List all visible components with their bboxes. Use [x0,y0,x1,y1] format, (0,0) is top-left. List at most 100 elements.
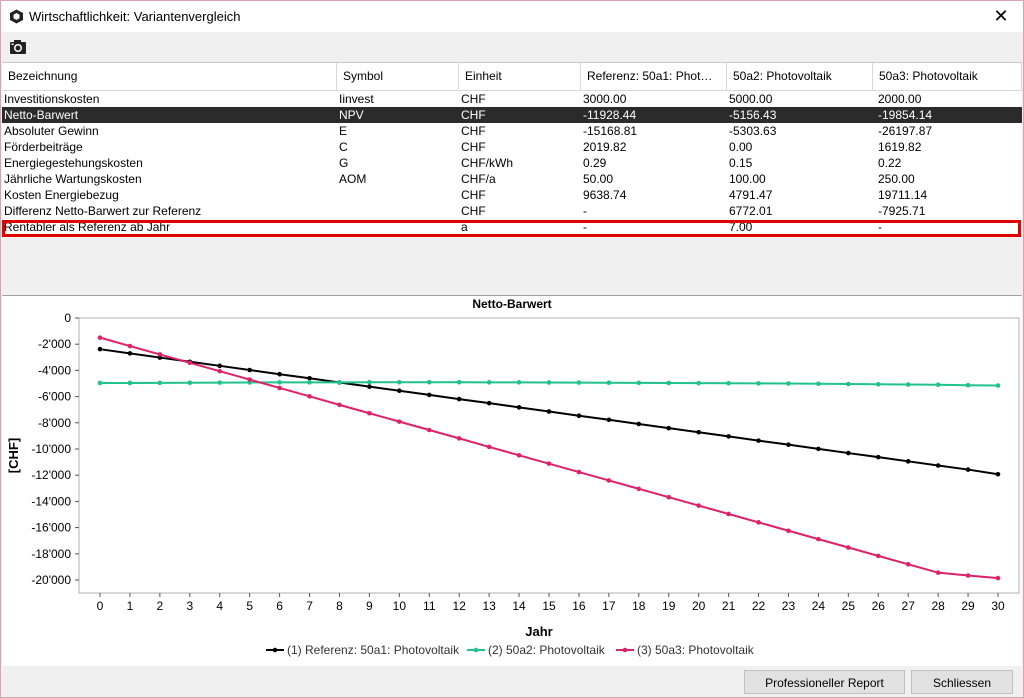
data-point [157,380,163,386]
table-row[interactable]: Differenz Netto-Barwert zur Referenz CHF -… [2,203,1022,219]
x-tick-label: 10 [393,599,407,613]
data-point [397,379,402,385]
column-header-v3[interactable]: 50a3: Photovoltaik [873,63,1022,90]
data-point [486,400,492,406]
x-tick-label: 29 [961,599,975,613]
table-row[interactable]: Energiegestehungskosten G CHF/kWh 0.29 0.15 0… [2,155,1022,171]
cell-v3: 19711.14 [878,188,928,202]
table-row[interactable]: Rentabler als Referenz ab Jahr a - 7.00 - [2,219,1022,235]
table-row[interactable]: Netto-Barwert NPV CHF -11928.44 -5156.43 -198… [2,107,1022,123]
data-point [516,405,522,410]
x-tick-label: 11 [423,599,436,613]
cell-v2: -5156.43 [729,108,777,122]
data-point [786,442,791,447]
cell-symbol: Iinvest [339,92,374,106]
professional-report-button[interactable]: Professioneller Report [744,670,905,694]
cell-name: Jährliche Wartungskosten [4,172,142,186]
data-point [816,446,821,452]
table-row[interactable]: Kosten Energiebezug CHF 9638.74 4791.47 1971… [2,187,1022,203]
legend-label: (2) 50a2: Photovoltaik [488,643,606,657]
column-header-unit[interactable]: Einheit [459,63,581,90]
x-tick-label: 3 [186,599,193,613]
data-point [337,380,342,385]
cell-v3: 2000.00 [878,92,922,106]
close-button[interactable]: Schliessen [911,670,1013,694]
data-point [935,382,941,388]
data-point [217,363,223,369]
y-tick-label: 0 [64,311,71,325]
data-point [606,380,612,386]
x-tick-label: 20 [692,599,706,613]
data-point [456,379,462,385]
x-tick-label: 24 [812,599,826,613]
cell-name: Kosten Energiebezug [4,188,119,202]
x-tick-label: 25 [842,599,856,613]
cell-unit: CHF/a [461,172,496,186]
data-point [666,425,672,431]
column-header-ref[interactable]: Referenz: 50a1: Phot… [581,63,727,90]
legend-marker [473,647,479,653]
close-icon[interactable]: ✕ [993,6,1009,26]
comparison-table: Bezeichnung Symbol Einheit Referenz: 50a1: … [2,62,1022,296]
cell-v2: 0.15 [729,156,753,170]
data-point [666,494,672,500]
data-point [337,402,342,408]
x-axis-label: Jahr [525,624,552,639]
cell-symbol: G [339,156,349,170]
table-row[interactable]: Investitionskosten Iinvest CHF 3000.00 5000.… [2,91,1022,107]
cell-symbol: NPV [339,108,364,122]
data-point [965,573,971,578]
cell-name: Rentabler als Referenz ab Jahr [4,220,171,234]
data-point [157,355,163,360]
x-tick-label: 2 [157,599,164,613]
data-point [875,454,881,460]
data-point [995,383,1001,388]
window-title: Wirtschaftlichkeit: Variantenvergleich [29,9,241,24]
data-point [397,388,402,394]
legend-marker [272,647,278,653]
cell-unit: CHF [461,124,486,138]
x-tick-label: 14 [512,599,526,613]
data-point [97,335,103,340]
x-tick-label: 7 [306,599,313,613]
data-point [426,427,432,433]
column-header-name[interactable]: Bezeichnung [2,63,337,90]
x-tick-label: 23 [782,599,796,613]
data-point [546,409,552,414]
data-point [546,380,552,385]
x-tick-label: 21 [722,599,736,613]
table-row[interactable]: Jährliche Wartungskosten AOM CHF/a 50.00 100… [2,171,1022,187]
table-row[interactable]: Absoluter Gewinn E CHF -15168.81 -5303.63 -26… [2,123,1022,139]
camera-icon[interactable] [9,39,27,55]
data-point [97,380,103,386]
cell-symbol: AOM [339,172,367,186]
data-point [696,503,701,508]
data-point [576,380,582,385]
data-point [247,377,252,382]
x-tick-label: 19 [662,599,676,613]
cell-name: Netto-Barwert [4,108,79,122]
cell-v2: 4791.47 [729,188,773,202]
data-point [965,467,971,472]
x-tick-label: 28 [931,599,945,613]
column-header-symbol[interactable]: Symbol [337,63,459,90]
x-tick-label: 27 [902,599,916,613]
cell-v3: 0.22 [878,156,902,170]
data-point [307,394,312,399]
data-point [786,528,791,534]
chart-title: Netto-Barwert [472,297,552,311]
data-point [486,380,492,385]
data-point [816,536,821,542]
column-header-v2[interactable]: 50a2: Photovoltaik [727,63,873,90]
cell-symbol: C [339,140,348,154]
data-point [426,379,432,385]
y-tick-label: -8'000 [38,416,71,430]
cell-symbol [339,203,457,219]
cell-unit: CHF [461,92,486,106]
cell-symbol [339,219,457,235]
table-row[interactable]: Förderbeiträge C CHF 2019.82 0.00 1619.82 [2,139,1022,155]
data-point [606,417,612,423]
data-point [905,382,911,387]
x-tick-label: 26 [872,599,886,613]
